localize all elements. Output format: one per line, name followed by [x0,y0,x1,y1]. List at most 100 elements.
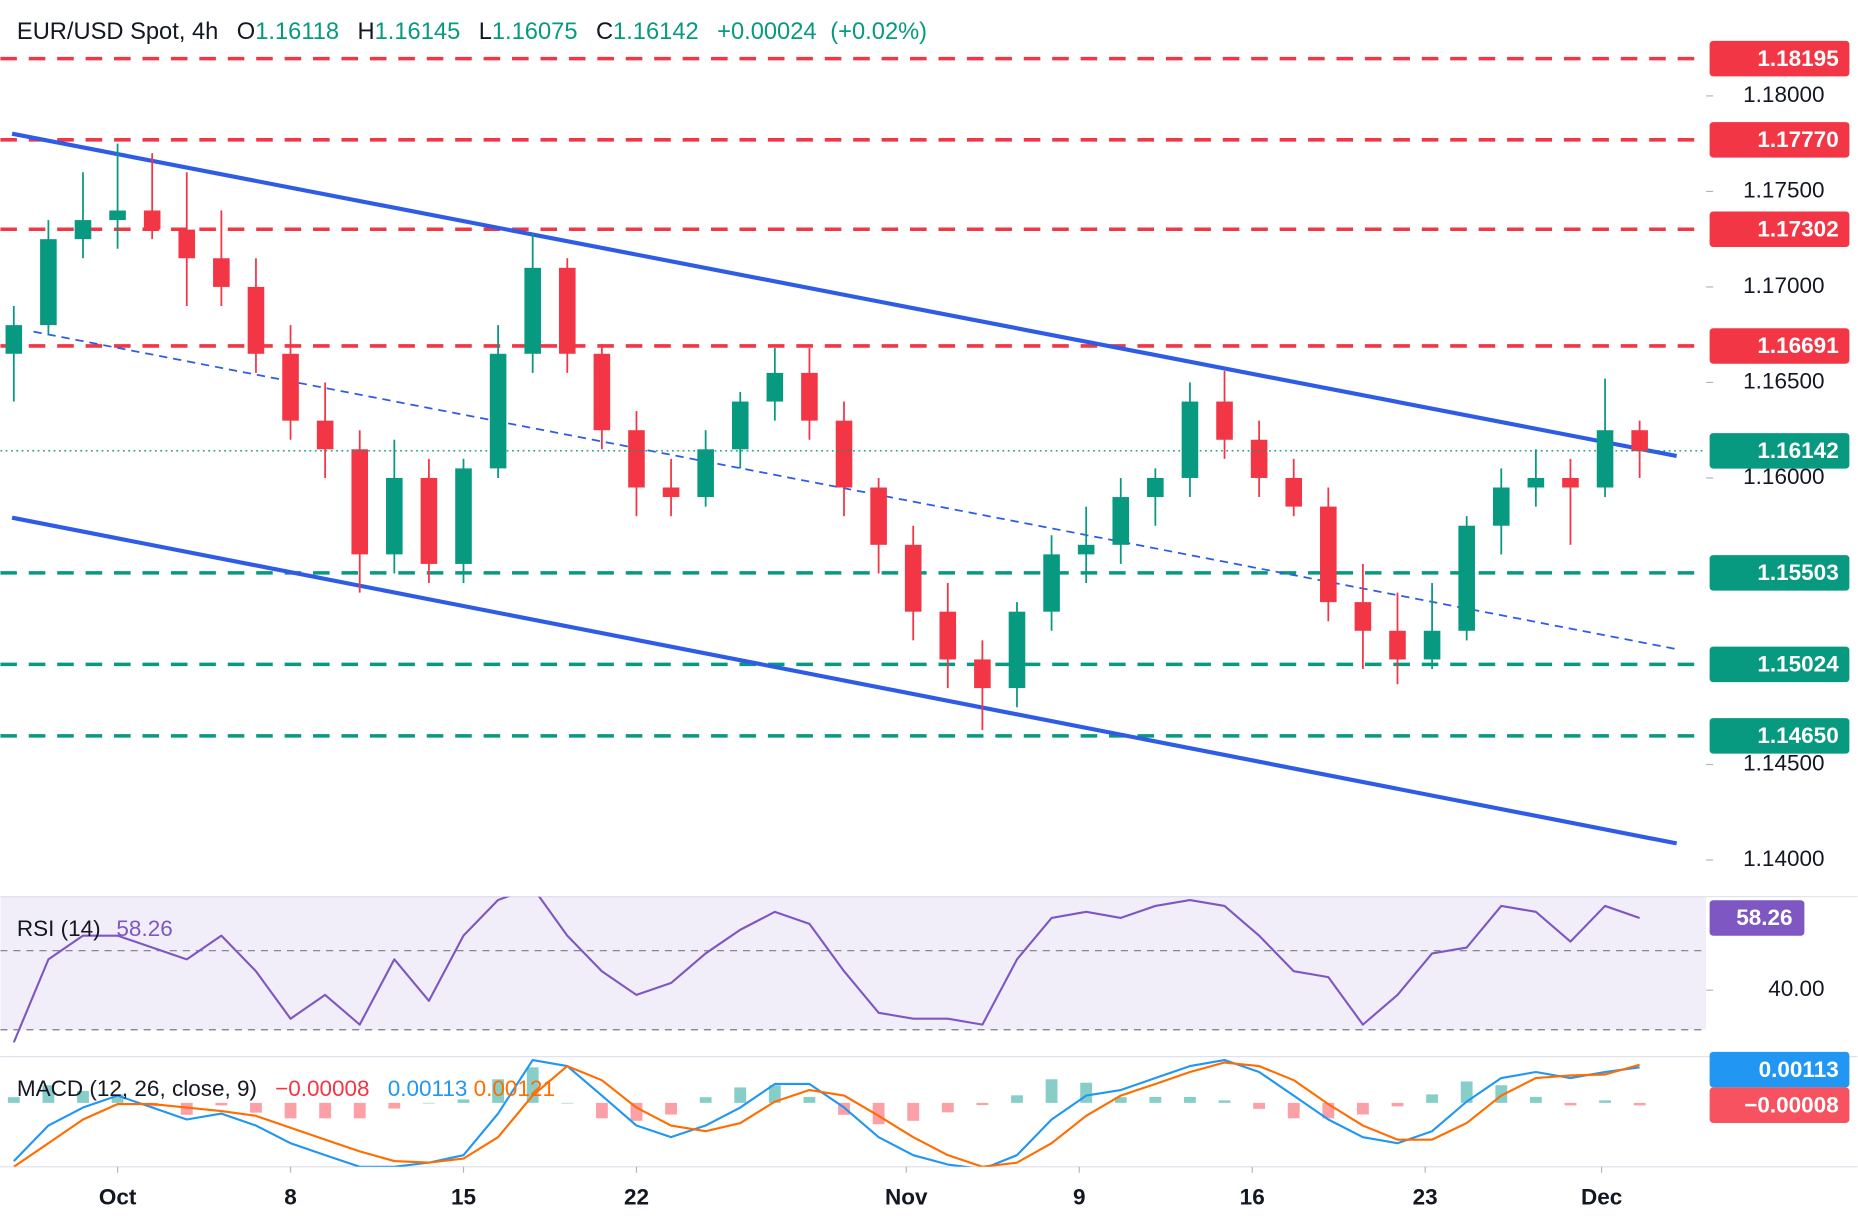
candle-body [1492,487,1510,526]
macd-histogram-bar [77,1090,89,1103]
macd-histogram-bar [284,1102,297,1119]
candle-body [40,239,57,326]
candle-body [178,229,196,259]
macd-histogram-bar [1011,1095,1023,1103]
candle-body [489,353,507,469]
x-tick-label: 23 [1413,1185,1438,1210]
ohlc-key: L [479,19,492,45]
candle-body [1077,544,1095,555]
candle-body [1562,477,1579,488]
y-tick-label: 1.17000 [1743,273,1824,298]
level-label: 1.15024 [1757,652,1839,677]
rsi-value-box [1709,900,1805,936]
level-box [1709,40,1850,77]
candle-body [1631,430,1648,452]
macd-value: 0.00113 [388,1076,468,1101]
level-label: 1.16691 [1757,333,1838,358]
level-box [1709,555,1850,591]
candle-body [1285,477,1303,507]
histogram-value-label: −0.00008 [1744,1092,1838,1117]
signal-line [13,1061,1640,1167]
macd-histogram-bar [526,1067,539,1103]
macd-histogram-bar [1356,1102,1369,1115]
x-tick-label: 22 [624,1185,649,1210]
macd-plot [7,1058,1646,1167]
macd-hist-value: −0.00008 [275,1076,369,1101]
ohlc-value: 1.16075 [492,19,578,45]
trend-line [11,131,1678,459]
macd-histogram-bar [457,1099,470,1103]
ohlc-value: 1.16145 [375,19,461,45]
macd-histogram-bar [388,1102,401,1109]
candle-body [766,372,784,402]
rsi-plot [0,896,1707,1043]
macd-header: MACD (12, 26, close, 9) −0.00008 0.00113… [17,1076,555,1101]
candle-body [1596,430,1614,488]
macd-histogram-bar [1391,1102,1404,1107]
macd-histogram-bar [941,1102,954,1113]
candle-body [835,420,853,488]
signal-value: 0.00121 [474,1076,555,1101]
macd-value-label: 0.00113 [1759,1057,1839,1082]
macd-histogram-bar [561,1102,574,1104]
macd-histogram-bar [1564,1102,1577,1106]
macd-histogram-bar [1529,1096,1542,1103]
rsi-header: RSI (14) 58.26 [17,916,173,941]
macd-histogram-bar [1218,1100,1231,1103]
macd-histogram-bar [768,1085,781,1103]
macd-histogram-bar [1149,1096,1162,1103]
ohlc-key: H [358,19,375,45]
candle-body [247,286,265,354]
candle-body [351,449,369,555]
candle-body [1008,611,1026,689]
histogram-value-box [1709,1087,1850,1123]
macd-histogram-bar [1114,1097,1127,1103]
macd-histogram-bar [1495,1085,1508,1103]
candle-body [455,468,472,564]
macd-line [13,1058,1640,1167]
macd-histogram-bar [1322,1102,1335,1119]
candle-body [524,267,541,354]
x-tick-label: Dec [1581,1185,1622,1210]
candle-body [143,210,161,230]
macd-value-box [1709,1051,1850,1088]
rsi-value: 58.26 [116,916,172,941]
level-label: 1.17302 [1757,216,1838,241]
candle-body [1216,401,1233,440]
macd-histogram-bar [1426,1094,1439,1103]
macd-histogram-bar [492,1079,505,1103]
macd-histogram-bar [1045,1079,1058,1103]
macd-histogram-bar [180,1102,193,1115]
candle-body [1181,401,1199,478]
level-box [1709,211,1850,248]
macd-histogram-bar [250,1102,262,1113]
macd-histogram-bar [1460,1081,1473,1103]
symbol-title: EUR/USD Spot, 4h [17,19,218,45]
level-box [1709,718,1850,754]
rsi-band [0,896,1707,1030]
level-label: 1.15503 [1757,560,1838,585]
candle-body [1147,477,1164,498]
macd-title: MACD (12, 26, close, 9) [17,1076,257,1101]
level-label: 1.17770 [1757,127,1838,152]
candle-body [558,267,576,354]
candle-body [5,325,23,354]
macd-histogram-bar [1080,1082,1093,1103]
x-tick-label: 9 [1073,1185,1086,1210]
ohlc-key: O [237,19,255,45]
candle-body [593,353,611,431]
candle-body [662,487,680,498]
macd-histogram-bar [976,1102,989,1106]
x-tick-label: 8 [284,1185,297,1210]
last-price-label: 1.16142 [1757,438,1838,463]
y-tick-label: 1.16500 [1743,368,1824,393]
macd-histogram-bar [319,1102,332,1119]
macd-histogram-bar [7,1097,20,1103]
ohlc-key: C [596,19,613,45]
macd-histogram-bar [699,1097,712,1103]
candle-body [939,611,957,660]
candle-body [974,659,991,689]
candle-body [316,420,334,450]
candle-body [74,220,92,240]
x-tick-label: Oct [99,1185,137,1210]
